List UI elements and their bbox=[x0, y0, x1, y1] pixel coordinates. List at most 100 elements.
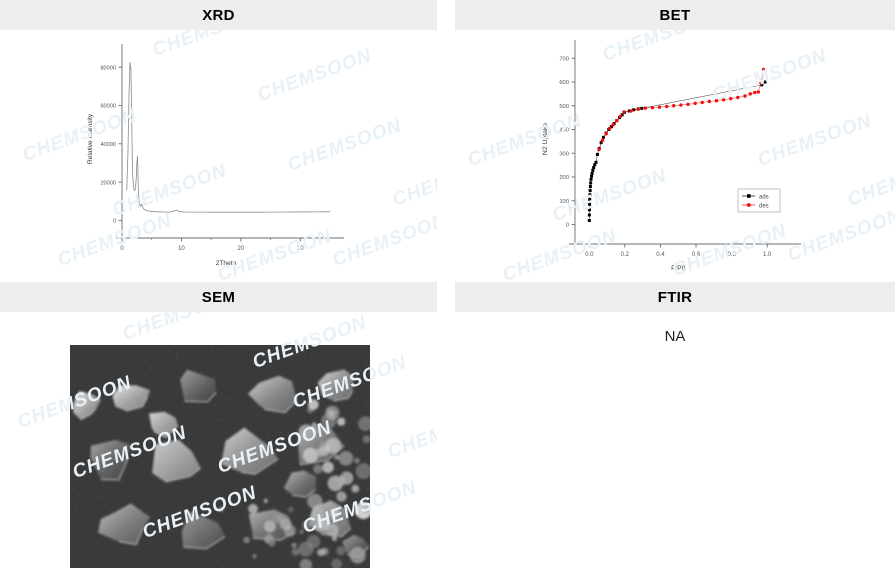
sem-agglomerate bbox=[298, 424, 314, 440]
x-axis-title: P/P0 bbox=[671, 265, 686, 272]
bet-data-point-ads bbox=[589, 177, 593, 181]
sem-particle-facet bbox=[80, 408, 97, 421]
bet-data-point-des bbox=[611, 123, 615, 127]
bet-data-point-ads bbox=[588, 202, 592, 206]
x-tick-label: 10 bbox=[178, 246, 185, 252]
bet-data-point-ads bbox=[763, 80, 767, 84]
panel-body-ftir: NA bbox=[455, 312, 895, 568]
bet-data-point-ads bbox=[588, 185, 592, 188]
bet-data-point-des bbox=[650, 105, 655, 110]
sem-particle bbox=[73, 391, 102, 420]
sem-particle bbox=[247, 375, 297, 413]
panel-xrd: XRD CHEMSOON CHEMSOON CHEMSOON CHEMSOON CHEM… bbox=[0, 0, 437, 282]
sem-agglomerate bbox=[351, 484, 360, 493]
bet-data-point-ads bbox=[601, 135, 605, 139]
y-tick-label: 60000 bbox=[100, 104, 116, 110]
bet-data-point-ads bbox=[590, 174, 594, 178]
y-tick-label: 400 bbox=[559, 128, 569, 134]
bet-data-point-des bbox=[629, 109, 633, 113]
y-tick-label: 500 bbox=[559, 104, 569, 110]
xrd-diffraction-curve bbox=[126, 61, 331, 213]
sem-agglomerate bbox=[310, 423, 319, 432]
panel-body-bet: CHEMSOON CHEMSOON CHEMSOON CHEMSOON CHEMSOON… bbox=[455, 30, 895, 282]
bet-data-point-des bbox=[748, 92, 752, 96]
bet-data-point-ads bbox=[587, 213, 591, 217]
y-tick-label: 40000 bbox=[100, 142, 116, 148]
bet-data-point-ads bbox=[588, 193, 592, 197]
xrd-chart: 0 20000 40000 60000 80000 0 10 20 30 2Theta Relati… bbox=[87, 44, 344, 267]
x-axis-title: 2Theta bbox=[216, 260, 237, 267]
sem-agglomerate bbox=[336, 546, 346, 556]
bet-data-point-des bbox=[693, 101, 697, 106]
sem-agglomerate bbox=[337, 417, 346, 426]
sem-particle bbox=[112, 385, 151, 412]
sem-agglomerate bbox=[334, 454, 340, 460]
panel-bet: BET CHEMSOON CHEMSOON CHEMSOON CHEMSOON CHEM… bbox=[455, 0, 895, 282]
x-tick-label: 1.0 bbox=[763, 252, 772, 258]
y-tick-label: 20000 bbox=[100, 180, 116, 186]
sem-agglomerate bbox=[288, 506, 294, 513]
y-tick-label: 0 bbox=[113, 219, 116, 225]
x-tick-label: 0.4 bbox=[656, 252, 665, 258]
sem-particle-facet bbox=[264, 399, 298, 414]
bet-data-point-des bbox=[600, 138, 605, 142]
sem-agglomerate bbox=[349, 547, 366, 564]
sem-agglomerate bbox=[264, 520, 276, 533]
sem-agglomerate bbox=[354, 457, 360, 464]
panel-body-xrd: CHEMSOON CHEMSOON CHEMSOON CHEMSOON CHEMSOON… bbox=[0, 30, 437, 282]
sem-particle bbox=[221, 427, 279, 475]
y-tick-label: 80000 bbox=[100, 65, 116, 71]
watermark-text: CHEMSOON bbox=[384, 402, 437, 463]
sem-agglomerate bbox=[307, 493, 323, 509]
y-tick-label: 300 bbox=[559, 151, 569, 157]
bet-data-point-des bbox=[721, 98, 726, 102]
watermark-text: CHEMSOON bbox=[119, 312, 240, 345]
sem-particle bbox=[180, 369, 217, 402]
bet-data-point-des bbox=[618, 114, 623, 119]
sem-agglomerate bbox=[329, 508, 340, 518]
panel-title-bet: BET bbox=[455, 0, 895, 30]
bet-data-point-ads bbox=[632, 108, 636, 112]
sem-agglomerate bbox=[342, 510, 348, 516]
x-tick-label: 0.8 bbox=[727, 252, 736, 258]
bet-data-point-ads bbox=[589, 181, 593, 185]
y-tick-label: 200 bbox=[559, 175, 569, 181]
bet-data-point-des bbox=[672, 104, 676, 108]
sem-particle-facet bbox=[126, 396, 149, 412]
x-tick-label: 0.2 bbox=[621, 252, 630, 258]
panel-body-sem: S4700 20.0kV 8.8mm x45.0k 1.00um CHEMSOO… bbox=[0, 312, 437, 568]
bet-data-point-des bbox=[622, 110, 626, 114]
sem-agglomerate bbox=[252, 554, 257, 559]
sem-particle-facet bbox=[333, 390, 354, 402]
sem-particle bbox=[98, 503, 151, 545]
bet-data-point-des bbox=[761, 67, 766, 72]
bet-legend-marker-ads bbox=[747, 194, 751, 198]
sem-image bbox=[70, 345, 370, 568]
bet-data-point-ads bbox=[640, 106, 644, 110]
y-tick-label: 0 bbox=[566, 223, 569, 229]
bet-series-line-des bbox=[598, 69, 764, 150]
bet-data-point-des bbox=[636, 107, 640, 112]
sem-agglomerate bbox=[302, 520, 312, 530]
sem-agglomerate bbox=[308, 399, 319, 410]
bet-data-point-ads bbox=[587, 208, 591, 212]
sem-particle-facet bbox=[101, 458, 129, 481]
bet-data-point-des bbox=[679, 103, 683, 107]
panel-title-sem: SEM bbox=[0, 282, 437, 312]
bet-data-point-ads bbox=[594, 160, 598, 164]
y-tick-label: 700 bbox=[559, 56, 569, 62]
sem-agglomerate bbox=[291, 542, 297, 548]
sem-agglomerate bbox=[306, 534, 321, 549]
bet-data-point-ads bbox=[620, 113, 624, 117]
bet-data-point-ads bbox=[588, 189, 592, 193]
sem-agglomerate bbox=[313, 464, 323, 474]
bet-data-point-des bbox=[743, 94, 747, 98]
panel-sem: SEM S4700 20.0kV 8.8mm x45.0k 1.00um CHE… bbox=[0, 282, 437, 568]
sem-particle bbox=[90, 440, 130, 480]
bet-data-point-des bbox=[657, 105, 662, 109]
x-tick-label: 0.6 bbox=[692, 252, 701, 258]
sem-agglomerate bbox=[336, 491, 347, 502]
sem-agglomerate bbox=[361, 503, 370, 514]
bet-data-point-des bbox=[756, 90, 761, 94]
